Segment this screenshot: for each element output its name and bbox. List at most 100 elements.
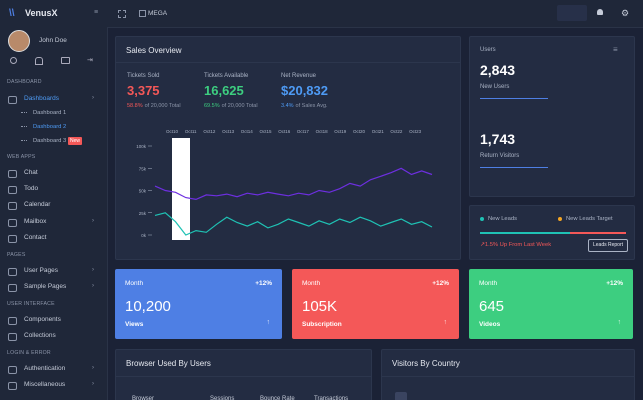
y-tick-label: 25k xyxy=(139,211,147,216)
new-users-label: New Users xyxy=(480,84,510,90)
nav-icon xyxy=(8,202,17,210)
tile-value: 105K xyxy=(302,298,338,315)
nav-item[interactable]: Mailbox xyxy=(24,218,47,225)
logout-icon[interactable]: ⇥ xyxy=(87,57,93,64)
chat-icon[interactable] xyxy=(61,57,70,64)
mega-menu[interactable]: MEGA xyxy=(148,10,168,17)
users-card: Users ≡ 2,843 New Users 1,743 Return Vis… xyxy=(469,36,635,197)
nav-item[interactable]: Collections xyxy=(24,332,56,339)
logo-icon: \\ xyxy=(9,8,15,19)
nav-item[interactable]: Chat xyxy=(24,169,38,176)
x-tick-label: Oct11 xyxy=(185,129,197,134)
chevron: › xyxy=(92,218,94,224)
x-tick-label: Oct10 xyxy=(166,129,179,134)
tile-change: +12% xyxy=(606,280,623,287)
mega-icon xyxy=(139,10,146,17)
highlight xyxy=(172,138,190,240)
bell-icon[interactable] xyxy=(35,57,43,65)
column-header: Browser xyxy=(132,396,155,400)
nav-item[interactable]: Sample Pages xyxy=(24,283,67,290)
y-tick-label: 50k xyxy=(139,189,147,194)
chevron: › xyxy=(92,95,94,101)
x-tick-label: Oct12 xyxy=(203,129,216,134)
chevron: › xyxy=(92,365,94,371)
user-name[interactable]: John Doe xyxy=(39,37,67,44)
x-tick-label: Oct19 xyxy=(334,129,347,134)
divider xyxy=(116,376,371,377)
brand: VenusX xyxy=(25,8,58,18)
fullscreen-icon[interactable] xyxy=(118,10,126,18)
x-tick-label: Oct16 xyxy=(278,129,291,134)
stat-tile: Month +12% 10,200 Views ↑ xyxy=(115,269,282,339)
nav-icon xyxy=(8,284,17,292)
leads-button[interactable]: Leads Report xyxy=(588,239,628,252)
legend-dot xyxy=(480,217,484,221)
tile-arrow: ↑ xyxy=(617,319,622,326)
zoom-button[interactable] xyxy=(395,392,407,400)
chevron: › xyxy=(92,283,94,289)
nav-dot xyxy=(21,126,27,127)
settings-icon[interactable]: ⚙ xyxy=(621,8,630,18)
tile-change: +12% xyxy=(432,280,449,287)
tile-change: +12% xyxy=(255,280,272,287)
search-icon[interactable] xyxy=(10,57,17,64)
y-tick-label: 75k xyxy=(139,166,147,171)
nav-dot xyxy=(21,140,27,141)
y-tick-label: 0k xyxy=(141,233,147,238)
avatar xyxy=(8,30,30,52)
new-leads: New Leads xyxy=(488,216,518,222)
column-header: Sessions xyxy=(210,396,235,400)
search-box[interactable] xyxy=(557,5,587,21)
topbar: MEGA ⚙ xyxy=(107,0,643,28)
column-header: Transactions xyxy=(314,396,349,400)
stat-label: Tickets Sold xyxy=(127,73,160,79)
nav-icon xyxy=(8,235,17,243)
underline xyxy=(480,167,548,168)
stat-note-text: of 20,000 Total xyxy=(221,103,258,109)
x-tick-label: Oct17 xyxy=(297,129,310,134)
card-title: Users xyxy=(480,47,496,53)
line-series xyxy=(154,167,433,201)
x-tick-label: Oct15 xyxy=(259,129,272,134)
tile-period: Month xyxy=(479,280,498,287)
nav-item[interactable]: User Pages xyxy=(24,267,58,274)
nav-item[interactable]: Todo xyxy=(24,185,39,192)
nav-icon xyxy=(8,317,17,325)
nav-item[interactable]: Calendar xyxy=(24,201,51,208)
stat-note: 3.4% of Sales Avg. xyxy=(281,103,328,109)
stat-pct: 69.5% xyxy=(204,103,220,109)
x-tick-label: Oct14 xyxy=(241,129,254,134)
tile-arrow: ↑ xyxy=(266,319,271,326)
progress xyxy=(480,232,570,234)
nav-item[interactable]: Contact xyxy=(24,234,47,241)
chevron: › xyxy=(92,267,94,273)
y-tick-label: 100k xyxy=(136,144,147,149)
nav-icon xyxy=(8,186,17,194)
nav-subitem[interactable]: Dashboard 3 xyxy=(33,138,67,144)
return-value: 1,743 xyxy=(480,131,516,147)
nav-item[interactable]: Miscellaneous xyxy=(24,381,66,388)
nav-item[interactable]: Dashboards xyxy=(24,95,60,102)
nav-subitem[interactable]: Dashboard 1 xyxy=(33,110,67,116)
divider xyxy=(116,62,460,63)
collapse[interactable]: ≡ xyxy=(94,9,99,16)
leads-target: New Leads Target xyxy=(566,216,613,222)
nav-item[interactable]: Components xyxy=(24,316,61,323)
section-title: USER INTERFACE xyxy=(7,301,55,307)
stat-value: 3,375 xyxy=(127,83,160,98)
tile-value: 10,200 xyxy=(125,298,171,315)
x-tick-label: Oct22 xyxy=(390,129,403,134)
country-card: Visitors By Country xyxy=(381,349,635,400)
x-tick-label: Oct21 xyxy=(372,129,385,134)
card-title: Browser Used By Users xyxy=(126,359,211,368)
tile-period: Month xyxy=(302,280,321,287)
nav-subitem[interactable]: Dashboard 2 xyxy=(33,124,67,130)
notify-icon[interactable] xyxy=(597,9,603,15)
nav-icon xyxy=(8,170,17,178)
stat-pct: 58.8% xyxy=(127,103,143,109)
underline xyxy=(480,98,548,99)
nav-item[interactable]: Authentication xyxy=(24,365,66,372)
card-menu[interactable]: ≡ xyxy=(613,45,618,54)
stat-note: 69.5% of 20,000 Total xyxy=(204,103,258,109)
section-title: WEB APPS xyxy=(7,154,36,160)
